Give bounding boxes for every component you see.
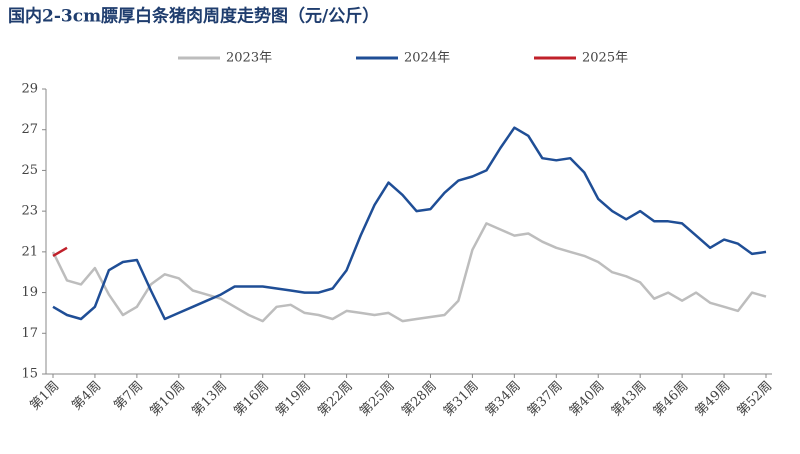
chart-title: 国内2-3cm膘厚白条猪肉周度走势图（元/公斤） — [8, 6, 379, 27]
legend-label: 2023年 — [226, 51, 272, 66]
legend-label: 2025年 — [582, 51, 628, 66]
x-tick-label: 第37周 — [525, 379, 566, 420]
y-tick-label: 21 — [21, 244, 38, 259]
y-tick-label: 29 — [21, 82, 38, 97]
x-tick-label: 第10周 — [147, 379, 188, 420]
series-line — [52, 246, 68, 257]
y-tick-label: 27 — [21, 122, 38, 137]
y-tick-label: 17 — [21, 326, 38, 341]
y-tick-label: 19 — [21, 285, 38, 300]
x-tick-label: 第4周 — [69, 379, 104, 414]
x-tick-label: 第40周 — [567, 379, 608, 420]
x-tick-label: 第46周 — [651, 379, 692, 420]
x-tick-label: 第19周 — [273, 379, 314, 420]
series-line — [52, 126, 767, 321]
y-tick-label: 23 — [21, 204, 38, 219]
x-tick-label: 第22周 — [315, 379, 356, 420]
y-tick-label: 15 — [21, 367, 38, 382]
x-tick-label: 第1周 — [27, 379, 62, 414]
x-tick-label: 第52周 — [735, 379, 776, 420]
series-line — [51, 222, 767, 323]
x-tick-label: 第13周 — [189, 379, 230, 420]
x-tick-label: 第28周 — [399, 379, 440, 420]
x-tick-label: 第43周 — [609, 379, 650, 420]
x-tick-label: 第7周 — [111, 379, 146, 414]
x-tick-label: 第34周 — [483, 379, 524, 420]
legend-label: 2024年 — [404, 51, 450, 66]
x-tick-label: 第16周 — [231, 379, 272, 420]
x-tick-label: 第49周 — [693, 379, 734, 420]
x-tick-label: 第31周 — [441, 379, 482, 420]
x-tick-label: 第25周 — [357, 379, 398, 420]
y-tick-label: 25 — [21, 163, 38, 178]
